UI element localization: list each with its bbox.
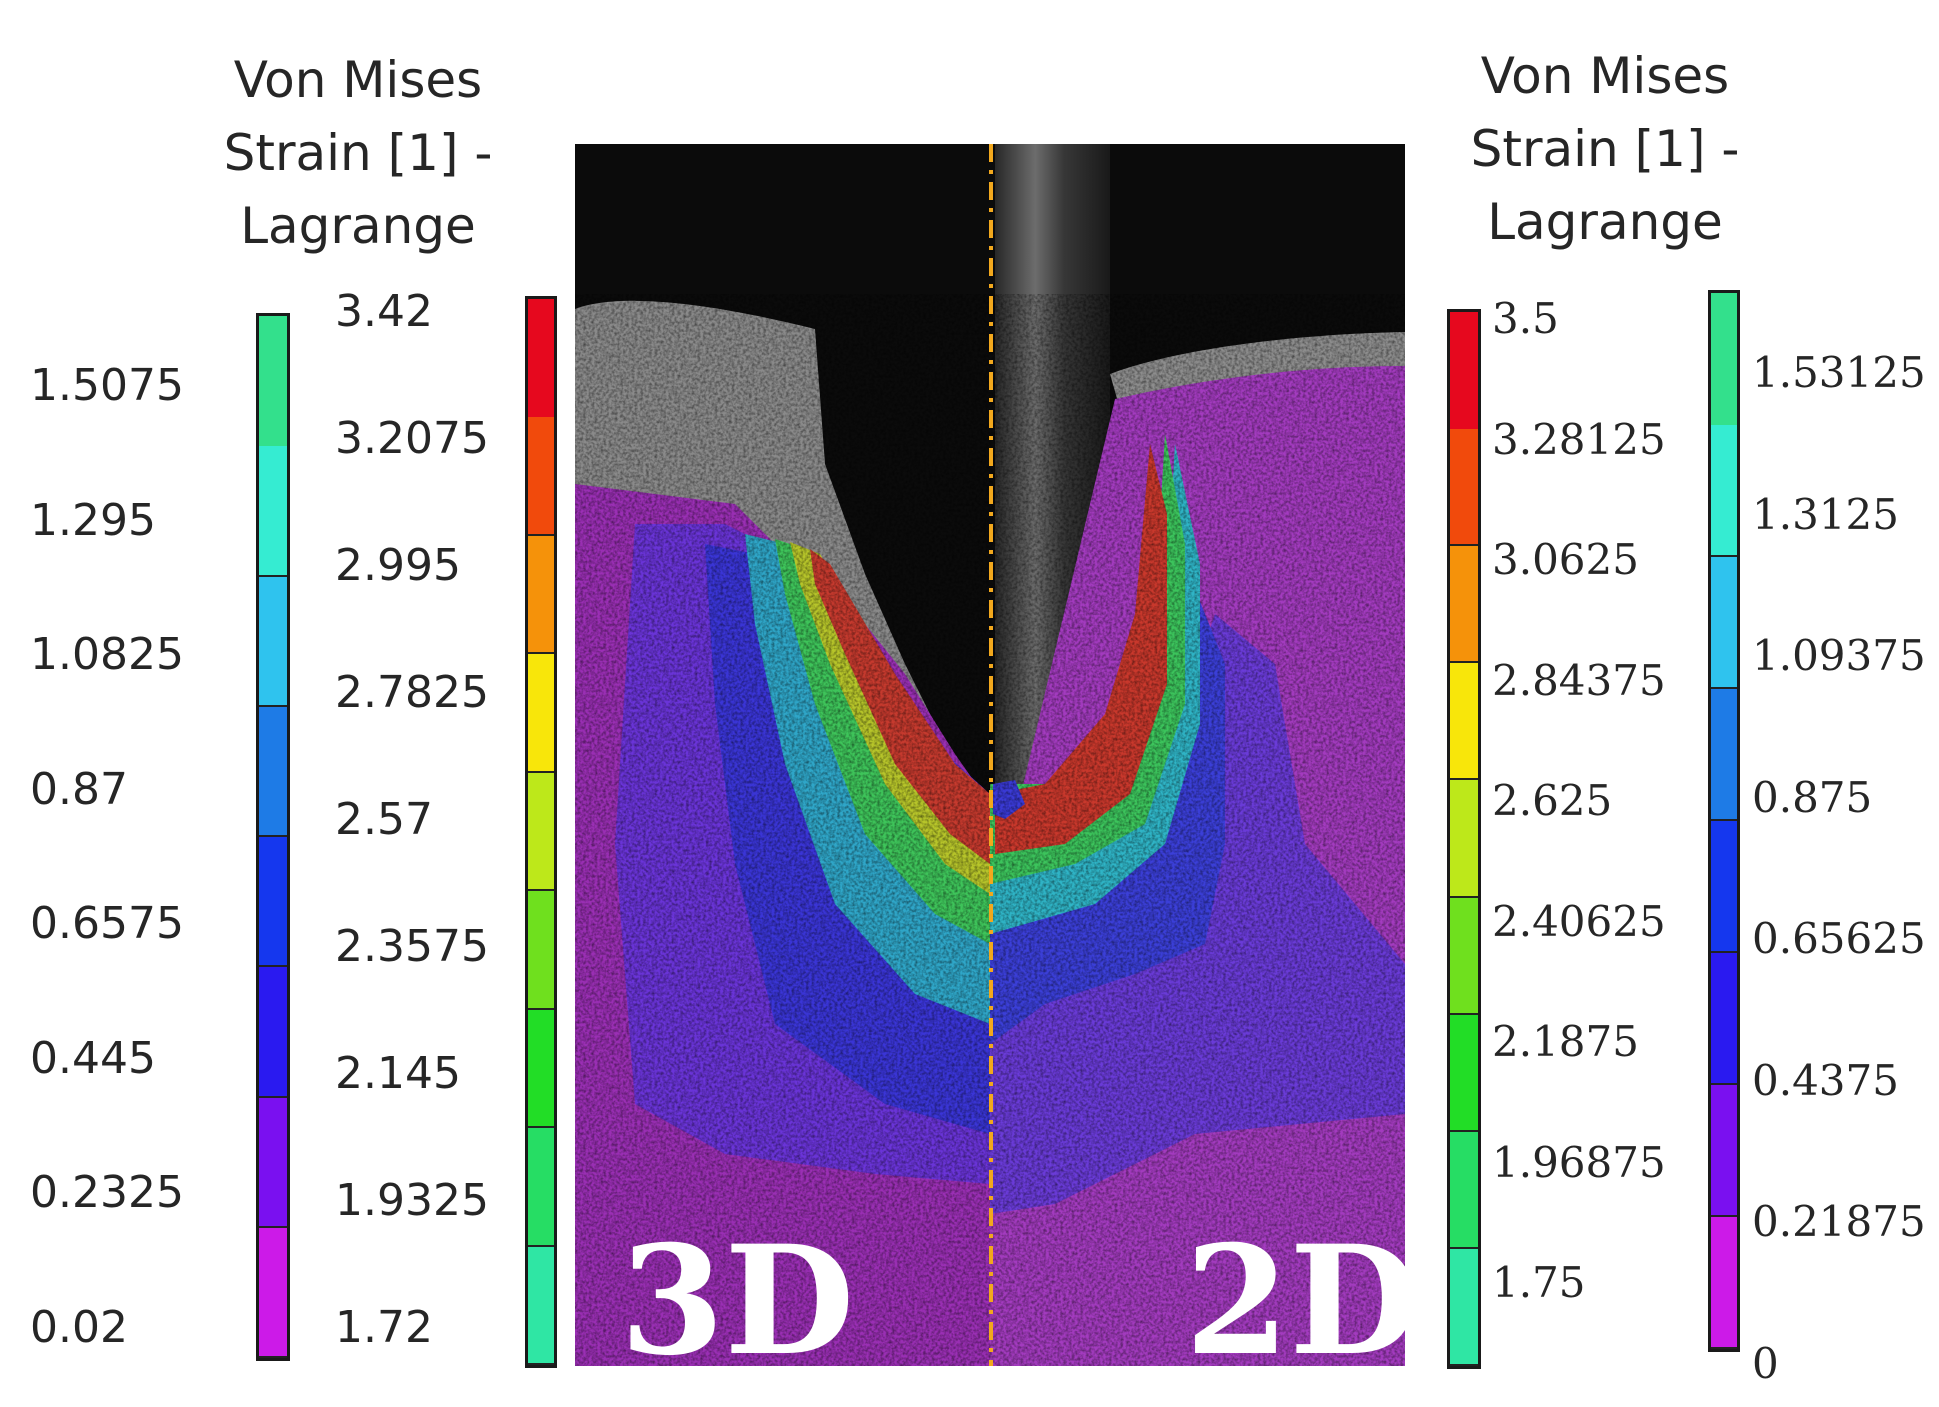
right-low-tick-label: 1.53125 (1752, 348, 1926, 397)
right-low-range-colorbar-segment (1711, 821, 1737, 953)
right-low-range-colorbar (1708, 290, 1740, 1352)
left-high-range-colorbar-segment (528, 299, 554, 418)
left-low-tick-label: 0.02 (30, 1301, 128, 1353)
left-low-range-colorbar-segment (259, 1227, 287, 1358)
left-high-tick-label: 3.2075 (335, 413, 489, 464)
left-high-tick-label: 3.42 (335, 286, 433, 337)
right-high-range-colorbar-segment (1450, 546, 1478, 664)
left-low-tick-label: 1.5075 (30, 360, 184, 411)
left-low-tick-label: 0.87 (30, 763, 128, 815)
left-high-tick-label: 2.145 (335, 1048, 461, 1099)
right-high-range-colorbar-segment (1450, 897, 1478, 1015)
label-3d: 3D (620, 1213, 855, 1366)
right-title-line-1: Von Mises (1480, 47, 1730, 105)
right-high-tick-label: 1.75 (1492, 1258, 1586, 1307)
left-title-line-3: Lagrange (240, 197, 476, 255)
right-low-tick-label: 0.65625 (1752, 914, 1926, 963)
right-low-range-colorbar-segment (1711, 1217, 1737, 1349)
left-high-range-colorbar-segment (528, 1128, 554, 1247)
left-title-line-2: Strain [1] - (223, 124, 493, 182)
right-high-range-colorbar-segment (1450, 312, 1478, 430)
left-high-range-colorbar-segment (528, 535, 554, 655)
left-title-line-1: Von Mises (233, 51, 483, 109)
right-low-range-colorbar-segment (1711, 425, 1737, 557)
left-high-tick-label: 1.9325 (335, 1175, 489, 1226)
left-high-range-colorbar-segment (528, 654, 554, 773)
right-high-range-colorbar-segment (1450, 1131, 1478, 1249)
left-low-range-colorbar-segment (259, 446, 287, 577)
right-low-range-colorbar-segment (1711, 557, 1737, 689)
right-high-tick-label: 1.96875 (1492, 1137, 1666, 1187)
left-low-range-colorbar-segment (259, 316, 287, 447)
left-low-range-colorbar-segment (259, 576, 287, 707)
right-low-tick-label: 1.09375 (1752, 631, 1926, 680)
right-title-line-2: Strain [1] - (1470, 120, 1740, 178)
right-high-tick-label: 2.84375 (1492, 655, 1666, 705)
right-low-tick-label: 1.3125 (1752, 489, 1899, 539)
strain-field-image: 3D 2D (575, 144, 1405, 1366)
right-colorbar-title: Von Mises Strain [1] - Lagrange (1440, 40, 1770, 259)
right-low-tick-label: 0.875 (1752, 772, 1873, 822)
right-low-tick-label: 0.21875 (1752, 1197, 1926, 1246)
right-high-tick-label: 3.28125 (1492, 414, 1666, 464)
left-low-tick-label: 0.6575 (30, 898, 184, 949)
right-low-range-colorbar-segment (1711, 689, 1737, 821)
left-low-tick-label: 0.445 (30, 1032, 156, 1084)
left-low-range-colorbar-segment (259, 837, 287, 968)
right-low-tick-label: 0 (1752, 1338, 1779, 1388)
left-high-range-colorbar-segment (528, 891, 554, 1010)
right-high-tick-label: 2.40625 (1492, 896, 1666, 946)
left-high-range-colorbar-segment (528, 417, 554, 536)
left-high-range-colorbar-segment (528, 1246, 554, 1365)
left-high-range-colorbar-segment (528, 772, 554, 892)
left-low-tick-label: 1.295 (30, 494, 156, 546)
left-low-range-colorbar-segment (259, 1097, 287, 1228)
left-low-tick-label: 1.0825 (30, 629, 184, 680)
right-high-range-colorbar-segment (1450, 429, 1478, 547)
left-high-tick-label: 2.3575 (335, 921, 489, 972)
right-low-tick-label: 0.4375 (1752, 1055, 1899, 1105)
left-high-tick-label: 1.72 (335, 1302, 433, 1353)
label-2d: 2D (1185, 1213, 1405, 1366)
right-high-range-colorbar-segment (1450, 1248, 1478, 1366)
right-high-tick-label: 3.5 (1492, 294, 1559, 343)
right-high-tick-label: 3.0625 (1492, 535, 1639, 584)
left-high-range-colorbar (525, 296, 557, 1368)
right-high-range-colorbar-segment (1450, 663, 1478, 781)
right-low-range-colorbar-segment (1711, 1085, 1737, 1217)
left-low-range-colorbar-segment (259, 706, 287, 837)
left-high-tick-label: 2.57 (335, 794, 433, 845)
right-high-range-colorbar-segment (1450, 780, 1478, 898)
left-low-range-colorbar-segment (259, 967, 287, 1098)
right-high-range-colorbar-segment (1450, 1014, 1478, 1132)
right-high-tick-label: 2.1875 (1492, 1017, 1639, 1066)
left-low-tick-label: 0.2325 (30, 1167, 184, 1218)
strain-field-svg (575, 144, 1405, 1366)
right-high-range-colorbar (1447, 309, 1481, 1369)
right-high-tick-label: 2.625 (1492, 776, 1613, 825)
right-title-line-3: Lagrange (1487, 193, 1723, 251)
left-high-tick-label: 2.7825 (335, 667, 489, 718)
left-high-tick-label: 2.995 (335, 540, 461, 591)
left-low-range-colorbar (256, 313, 290, 1361)
left-high-range-colorbar-segment (528, 1009, 554, 1129)
right-low-range-colorbar-segment (1711, 293, 1737, 425)
right-low-range-colorbar-segment (1711, 953, 1737, 1085)
left-colorbar-title: Von Mises Strain [1] - Lagrange (198, 44, 518, 263)
